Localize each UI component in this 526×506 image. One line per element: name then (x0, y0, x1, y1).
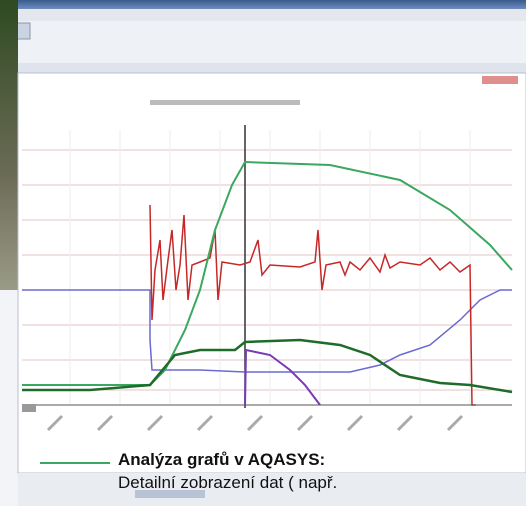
menu-bar (0, 9, 526, 21)
toolbar (0, 21, 526, 63)
scroll-marker (22, 404, 36, 412)
green-line (22, 160, 513, 386)
x-tick-labels-blur (46, 414, 464, 432)
dark-green-line (22, 338, 513, 394)
grid-vertical (69, 130, 471, 405)
tab-row (0, 63, 526, 73)
caption-line: Detailní zobrazení dat ( např. (118, 473, 338, 492)
status-bar (18, 473, 526, 506)
caption-title: Analýza grafů v AQASYS: (118, 450, 326, 469)
purple-line (244, 348, 321, 406)
panel-buttons[interactable] (482, 76, 518, 84)
title-bar (0, 0, 526, 9)
red-line (149, 204, 476, 406)
chart-panel (17, 72, 526, 474)
nav-buttons[interactable] (135, 490, 205, 498)
desktop-photo (0, 0, 18, 290)
blue-line (22, 289, 512, 373)
chart-title-blur (150, 100, 300, 105)
